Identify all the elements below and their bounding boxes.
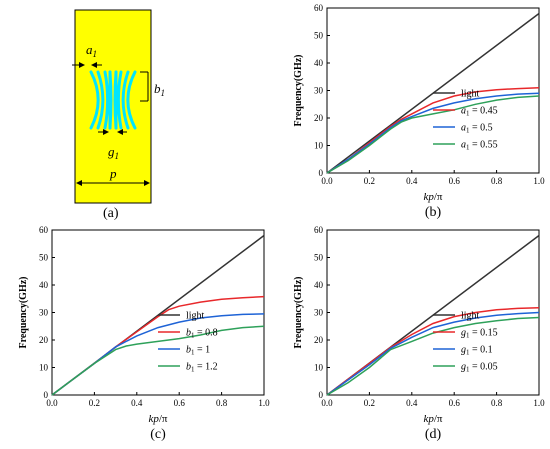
caption-a: (a) xyxy=(103,206,119,221)
g1-label: g1 xyxy=(108,144,119,161)
y-tick-label: 0 xyxy=(319,168,324,178)
slot-arm xyxy=(126,70,137,130)
y-tick-label: 60 xyxy=(314,225,324,235)
slot-arms xyxy=(89,70,137,130)
dispersion-chart-d: 0.0 0.2 0.4 0.6 0.8 1.0 0 10 20 30 40 50 60 kp/π Frequ… xyxy=(293,225,545,442)
x-axis-label: kp/π xyxy=(423,191,442,203)
series-line xyxy=(326,92,540,174)
y-tick-label: 10 xyxy=(314,363,324,373)
legend-entry: a1 = 0.45 xyxy=(461,106,498,118)
x-tick-label: 0.0 xyxy=(321,176,333,186)
legend-entry: g1 = 0.15 xyxy=(461,328,498,340)
b1-label: b1 xyxy=(154,81,165,98)
slot-arm xyxy=(116,70,123,130)
y-tick-label: 40 xyxy=(314,58,324,68)
panel-caption: (d) xyxy=(425,427,442,442)
y-tick-label: 10 xyxy=(39,363,49,373)
dispersion-chart-c: 0.0 0.2 0.4 0.6 0.8 1.0 0 10 20 30 40 50 60 kp/π Frequ… xyxy=(18,225,270,442)
y-axis-label: Frequency(GHz) xyxy=(293,276,304,348)
y-tick-label: 50 xyxy=(314,253,324,263)
slot-arm xyxy=(103,70,110,130)
y-tick-label: 20 xyxy=(39,335,49,345)
y-tick-label: 20 xyxy=(314,113,324,123)
y-tick-label: 50 xyxy=(39,253,49,263)
x-tick-label: 0.8 xyxy=(216,398,228,408)
y-tick-label: 20 xyxy=(314,335,324,345)
chart-panel-d: 0.0 0.2 0.4 0.6 0.8 1.0 0 10 20 30 40 50 60 kp/π Frequ… xyxy=(275,222,550,444)
legend-entry: b1 = 0.8 xyxy=(186,328,218,340)
slot-arm xyxy=(96,70,105,130)
x-tick-label: 0.2 xyxy=(364,176,375,186)
series-line xyxy=(326,95,540,174)
y-tick-label: 0 xyxy=(44,390,49,400)
legend-entry: b1 = 1.2 xyxy=(186,362,218,374)
x-axis-label: kp/π xyxy=(148,413,167,425)
x-tick-label: 0.2 xyxy=(89,398,100,408)
legend-entry: b1 = 1 xyxy=(186,345,210,357)
y-tick-label: 60 xyxy=(314,3,324,13)
legend-entry: light xyxy=(461,89,480,100)
x-tick-label: 0.2 xyxy=(364,398,375,408)
series-line xyxy=(326,311,540,396)
unit-cell-diagram: a1 b1 g1 p (a) xyxy=(72,9,165,221)
y-axis-label: Frequency(GHz) xyxy=(293,54,304,126)
x-tick-label: 0.4 xyxy=(131,398,143,408)
legend-entry: a1 = 0.55 xyxy=(461,140,498,152)
p-label: p xyxy=(109,166,117,181)
x-tick-label: 1.0 xyxy=(258,398,270,408)
x-tick-label: 1.0 xyxy=(533,176,545,186)
series-line xyxy=(326,307,540,396)
x-tick-label: 0.8 xyxy=(491,398,503,408)
y-tick-label: 40 xyxy=(314,280,324,290)
y-tick-label: 30 xyxy=(39,308,49,318)
y-axis-label: Frequency(GHz) xyxy=(18,276,29,348)
x-tick-label: 1.0 xyxy=(533,398,545,408)
chart-panel-b: 0.0 0.2 0.4 0.6 0.8 1.0 0 10 20 30 40 50 60 kp/π Frequ… xyxy=(275,0,550,222)
y-tick-label: 30 xyxy=(314,308,324,318)
x-tick-label: 0.6 xyxy=(174,398,186,408)
series-line xyxy=(51,325,265,396)
dispersion-chart-b: 0.0 0.2 0.4 0.6 0.8 1.0 0 10 20 30 40 50 60 kp/π Frequ… xyxy=(293,3,545,220)
chart-panel-c: 0.0 0.2 0.4 0.6 0.8 1.0 0 10 20 30 40 50 60 kp/π Frequ… xyxy=(0,222,275,444)
legend-entry: light xyxy=(186,311,205,322)
x-tick-label: 0.4 xyxy=(406,176,418,186)
substrate-rect xyxy=(74,9,152,204)
x-axis-label: kp/π xyxy=(423,413,442,425)
x-tick-label: 0.8 xyxy=(491,176,503,186)
unit-cell-panel: a1 b1 g1 p (a) xyxy=(0,0,275,222)
a1-label: a1 xyxy=(86,42,97,59)
y-tick-label: 50 xyxy=(314,31,324,41)
y-tick-label: 60 xyxy=(39,225,49,235)
x-tick-label: 0.4 xyxy=(406,398,418,408)
x-tick-label: 0.6 xyxy=(449,176,461,186)
slot-arm xyxy=(121,70,130,130)
y-tick-label: 10 xyxy=(314,141,324,151)
y-tick-label: 0 xyxy=(319,390,324,400)
series-line xyxy=(326,316,540,396)
panel-caption: (c) xyxy=(150,427,166,442)
legend-entry: g1 = 0.1 xyxy=(461,345,493,357)
x-tick-label: 0.0 xyxy=(46,398,58,408)
legend-entry: light xyxy=(461,311,480,322)
x-tick-label: 0.0 xyxy=(321,398,333,408)
series-line xyxy=(326,86,540,174)
y-tick-label: 40 xyxy=(39,280,49,290)
slot-arm xyxy=(89,70,100,130)
y-tick-label: 30 xyxy=(314,86,324,96)
legend-entry: g1 = 0.05 xyxy=(461,362,498,374)
legend-entry: a1 = 0.5 xyxy=(461,123,493,135)
x-tick-label: 0.6 xyxy=(449,398,461,408)
panel-caption: (b) xyxy=(425,205,442,220)
